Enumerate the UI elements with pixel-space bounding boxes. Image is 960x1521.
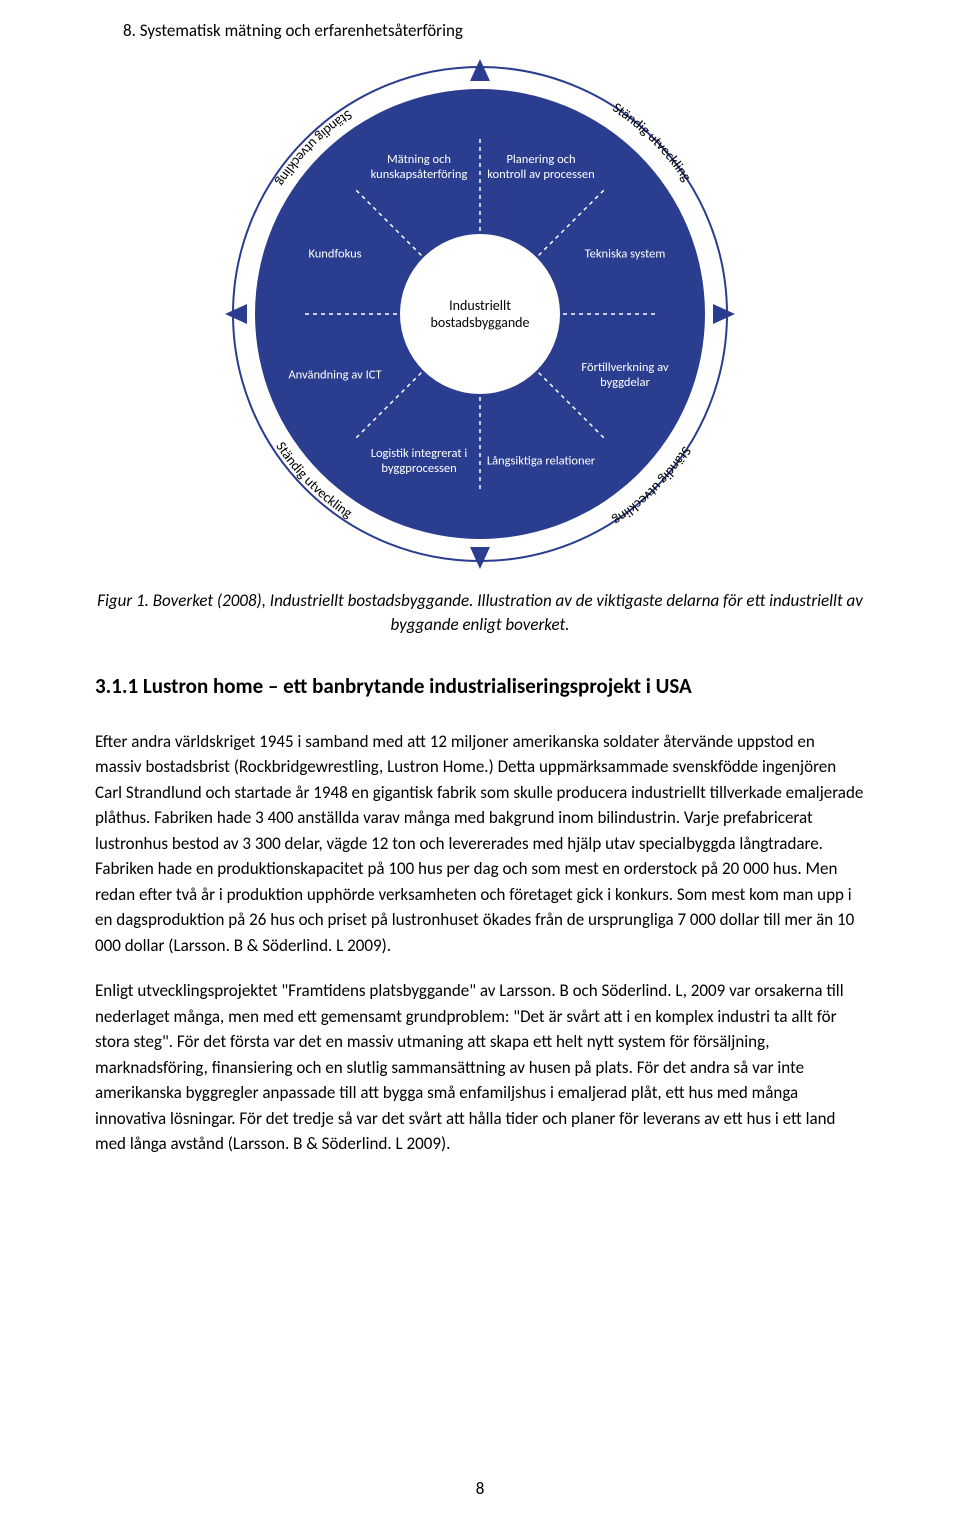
seg-label-4: Logistik integrerat i byggprocessen (364, 446, 474, 476)
seg-label-5: Användning av ICT (280, 368, 390, 383)
center-label: Industriellt bostadsbyggande (400, 234, 560, 394)
page-number: 8 (0, 1478, 960, 1499)
seg-label-2: Förtillverkning av byggdelar (570, 360, 680, 390)
caption-line-1: Figur 1. Boverket (2008), Industriellt b… (97, 590, 863, 611)
circular-diagram: Ständig utveckling Ständig utveckling St… (225, 59, 735, 569)
paragraph-2: Enligt utvecklingsprojektet "Framtidens … (95, 978, 865, 1157)
seg-label-6: Kundfokus (280, 247, 390, 262)
seg-label-1: Tekniska system (570, 247, 680, 262)
figure-caption: Figur 1. Boverket (2008), Industriellt b… (95, 589, 865, 637)
list-item-8: 8. Systematisk mätning och erfarenhetsåt… (95, 20, 865, 41)
subheading-3-1-1: 3.1.1 Lustron home – ett banbrytande ind… (95, 673, 865, 699)
caption-line-2: byggande enligt boverket. (391, 614, 570, 635)
seg-label-7: Mätning och kunskapsåterföring (364, 152, 474, 182)
paragraph-1: Efter andra världskriget 1945 i samband … (95, 729, 865, 959)
seg-label-3: Långsiktiga relationer (486, 454, 596, 469)
figure-container: Ständig utveckling Ständig utveckling St… (95, 59, 865, 569)
seg-label-0: Planering och kontroll av processen (486, 152, 596, 182)
